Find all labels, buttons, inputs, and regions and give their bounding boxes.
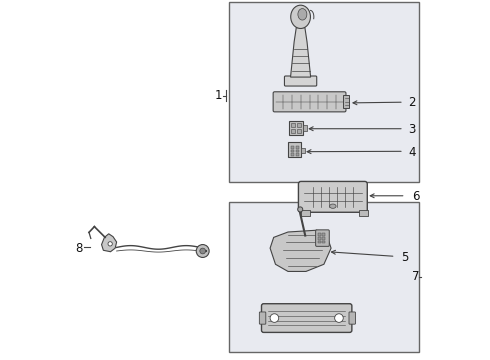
Circle shape [200,248,205,254]
Bar [291,153,294,156]
FancyBboxPatch shape [229,3,419,182]
Bar [318,237,321,239]
Bar [322,233,325,236]
FancyBboxPatch shape [273,92,346,112]
Circle shape [108,242,112,246]
Text: 8: 8 [75,242,83,255]
Text: 1: 1 [214,89,221,102]
Bar [322,237,325,239]
Polygon shape [291,28,311,77]
Ellipse shape [298,9,307,20]
Polygon shape [101,234,117,252]
Bar [291,123,295,127]
Bar [318,233,321,236]
Bar [296,149,299,152]
Text: 3: 3 [408,123,416,136]
Text: 5: 5 [401,251,408,264]
Bar [303,125,307,131]
Text: 2: 2 [408,96,416,109]
Polygon shape [270,230,331,271]
FancyBboxPatch shape [259,312,266,324]
Bar [291,146,294,149]
FancyBboxPatch shape [349,312,355,324]
Bar [301,210,310,216]
Bar [291,129,295,133]
Bar [318,240,321,243]
Bar [296,153,299,156]
Text: 6: 6 [412,190,419,203]
Bar [297,129,300,133]
FancyBboxPatch shape [289,121,303,135]
Text: 7: 7 [412,270,419,283]
Bar [297,123,300,127]
FancyBboxPatch shape [288,143,301,157]
Text: 4: 4 [408,145,416,158]
Bar [322,240,325,243]
Bar [359,210,368,216]
Bar [291,149,294,152]
Bar [301,148,305,153]
FancyBboxPatch shape [285,76,317,86]
Bar [343,95,349,108]
Circle shape [196,244,209,257]
FancyBboxPatch shape [316,230,329,246]
Ellipse shape [298,207,303,212]
Ellipse shape [330,204,336,208]
Circle shape [270,314,279,322]
Circle shape [335,314,343,322]
FancyBboxPatch shape [229,202,419,352]
Bar [296,146,299,149]
FancyBboxPatch shape [262,304,352,332]
Ellipse shape [291,5,311,28]
FancyBboxPatch shape [298,181,368,212]
